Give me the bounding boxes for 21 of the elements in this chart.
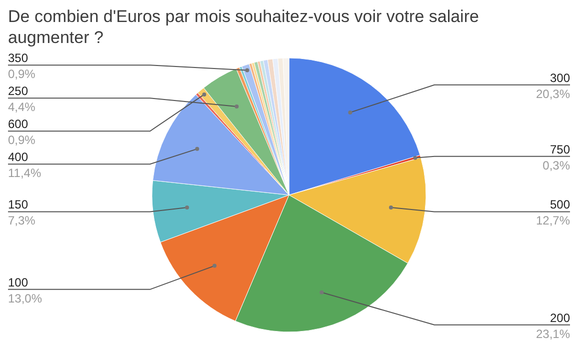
data-label: 23,1%	[536, 326, 570, 341]
data-label: 11,4%	[8, 166, 42, 180]
data-label: 4,4%	[8, 100, 36, 114]
data-label: 20,3%	[536, 86, 570, 101]
data-label: 0,3%	[542, 158, 570, 172]
slice-label: 250	[8, 84, 28, 98]
slice-label: 500	[550, 198, 570, 212]
slice-label: 100	[8, 275, 28, 290]
slice-label: 600	[8, 117, 28, 132]
slice-label: 200	[550, 310, 570, 325]
slice-label: 300	[550, 70, 570, 85]
data-label: 0,9%	[8, 67, 36, 82]
slice-label: 400	[8, 150, 28, 164]
chart-title: De combien d'Euros par mois souhaitez-vous voir votre salaire augmenter ?	[8, 6, 480, 48]
slice-label: 350	[8, 51, 28, 66]
data-label: 7,3%	[8, 214, 36, 228]
data-label: 0,9%	[8, 133, 36, 148]
slice-label: 750	[550, 142, 570, 156]
slice-label: 150	[8, 198, 28, 212]
data-label: 12,7%	[536, 214, 570, 228]
data-label: 13,0%	[8, 291, 42, 306]
